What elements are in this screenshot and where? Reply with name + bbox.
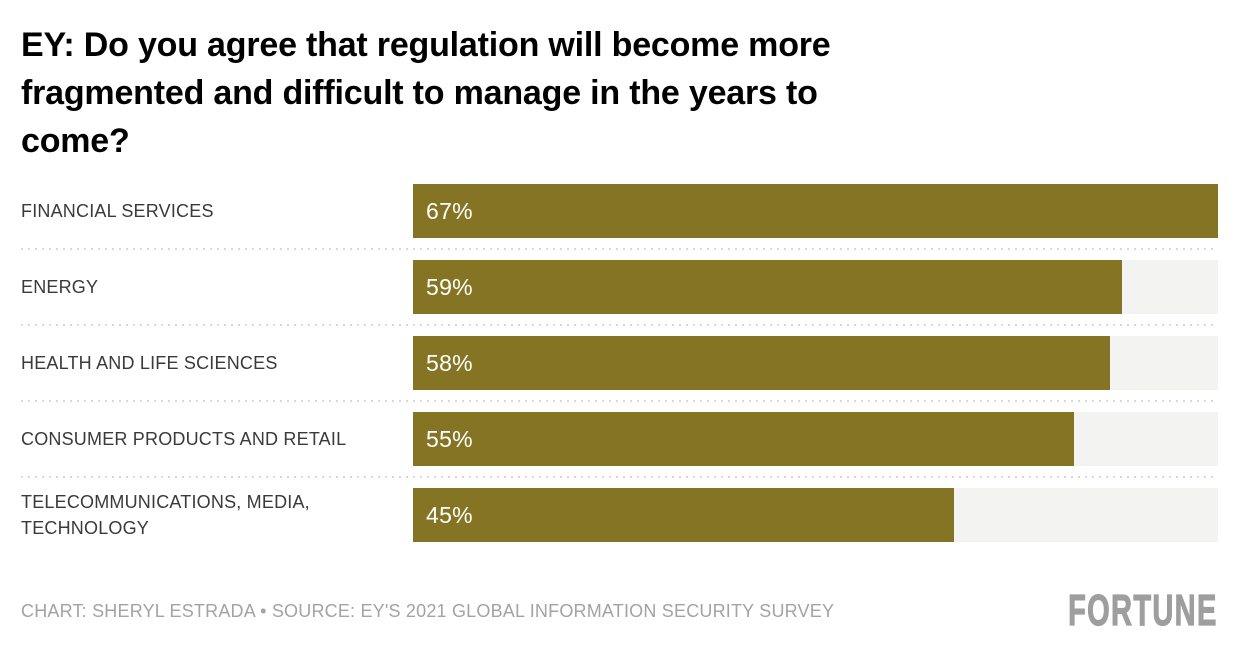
bar-track: 45%: [413, 488, 1218, 542]
bar-track: 55%: [413, 412, 1218, 466]
chart-credit: CHART: SHERYL ESTRADA • SOURCE: EY'S 202…: [21, 600, 835, 621]
bar-value-label: 55%: [426, 425, 473, 452]
row-separator: [21, 400, 1218, 402]
category-label: ENERGY: [21, 277, 99, 297]
chart-row: TELECOMMUNICATIONS, MEDIA, TECHNOLOGY 45…: [21, 488, 1218, 542]
bar: 59%: [413, 260, 1122, 314]
chart-row: CONSUMER PRODUCTS AND RETAIL 55%: [21, 412, 1218, 466]
row-separator: [21, 324, 1218, 326]
bar: 45%: [413, 488, 954, 542]
chart-card: EY: Do you agree that regulation will be…: [21, 26, 1218, 635]
bar: 58%: [413, 336, 1110, 390]
bar-value-label: 45%: [426, 501, 473, 528]
bar-track: 59%: [413, 260, 1218, 314]
chart-row: FINANCIAL SERVICES 67%: [21, 184, 1218, 238]
bar-value-label: 58%: [426, 349, 473, 376]
chart-row: ENERGY 59%: [21, 260, 1218, 314]
fortune-logo: FORTUNE: [1068, 586, 1218, 635]
category-label: FINANCIAL SERVICES: [21, 201, 214, 221]
category-label: CONSUMER PRODUCTS AND RETAIL: [21, 429, 347, 449]
chart-title: EY: Do you agree that regulation will be…: [21, 26, 831, 160]
bar-chart: FINANCIAL SERVICES 67% ENERGY 59% HEALTH…: [21, 184, 1218, 542]
bar-track: 67%: [413, 184, 1218, 238]
bar: 55%: [413, 412, 1074, 466]
chart-row: HEALTH AND LIFE SCIENCES 58%: [21, 336, 1218, 390]
chart-footer: CHART: SHERYL ESTRADA • SOURCE: EY'S 202…: [21, 586, 1218, 635]
category-label: TELECOMMUNICATIONS, MEDIA, TECHNOLOGY: [21, 492, 310, 538]
bar: 67%: [413, 184, 1218, 238]
row-separator: [21, 476, 1218, 478]
category-label: HEALTH AND LIFE SCIENCES: [21, 353, 278, 373]
bar-value-label: 67%: [426, 197, 473, 224]
row-separator: [21, 248, 1218, 250]
bar-value-label: 59%: [426, 273, 473, 300]
bar-track: 58%: [413, 336, 1218, 390]
